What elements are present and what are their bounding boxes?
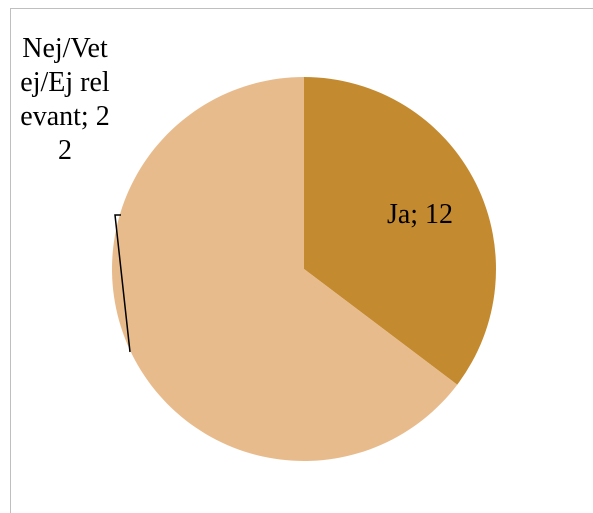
leader-line: [114, 214, 131, 353]
pie-slice: [304, 77, 496, 385]
data-label: Nej/Vet ej/Ej relevant; 22: [20, 33, 110, 166]
pie-slice: [111, 77, 458, 462]
chart-frame: [10, 8, 593, 513]
data-label: Ja; 12: [386, 199, 454, 230]
